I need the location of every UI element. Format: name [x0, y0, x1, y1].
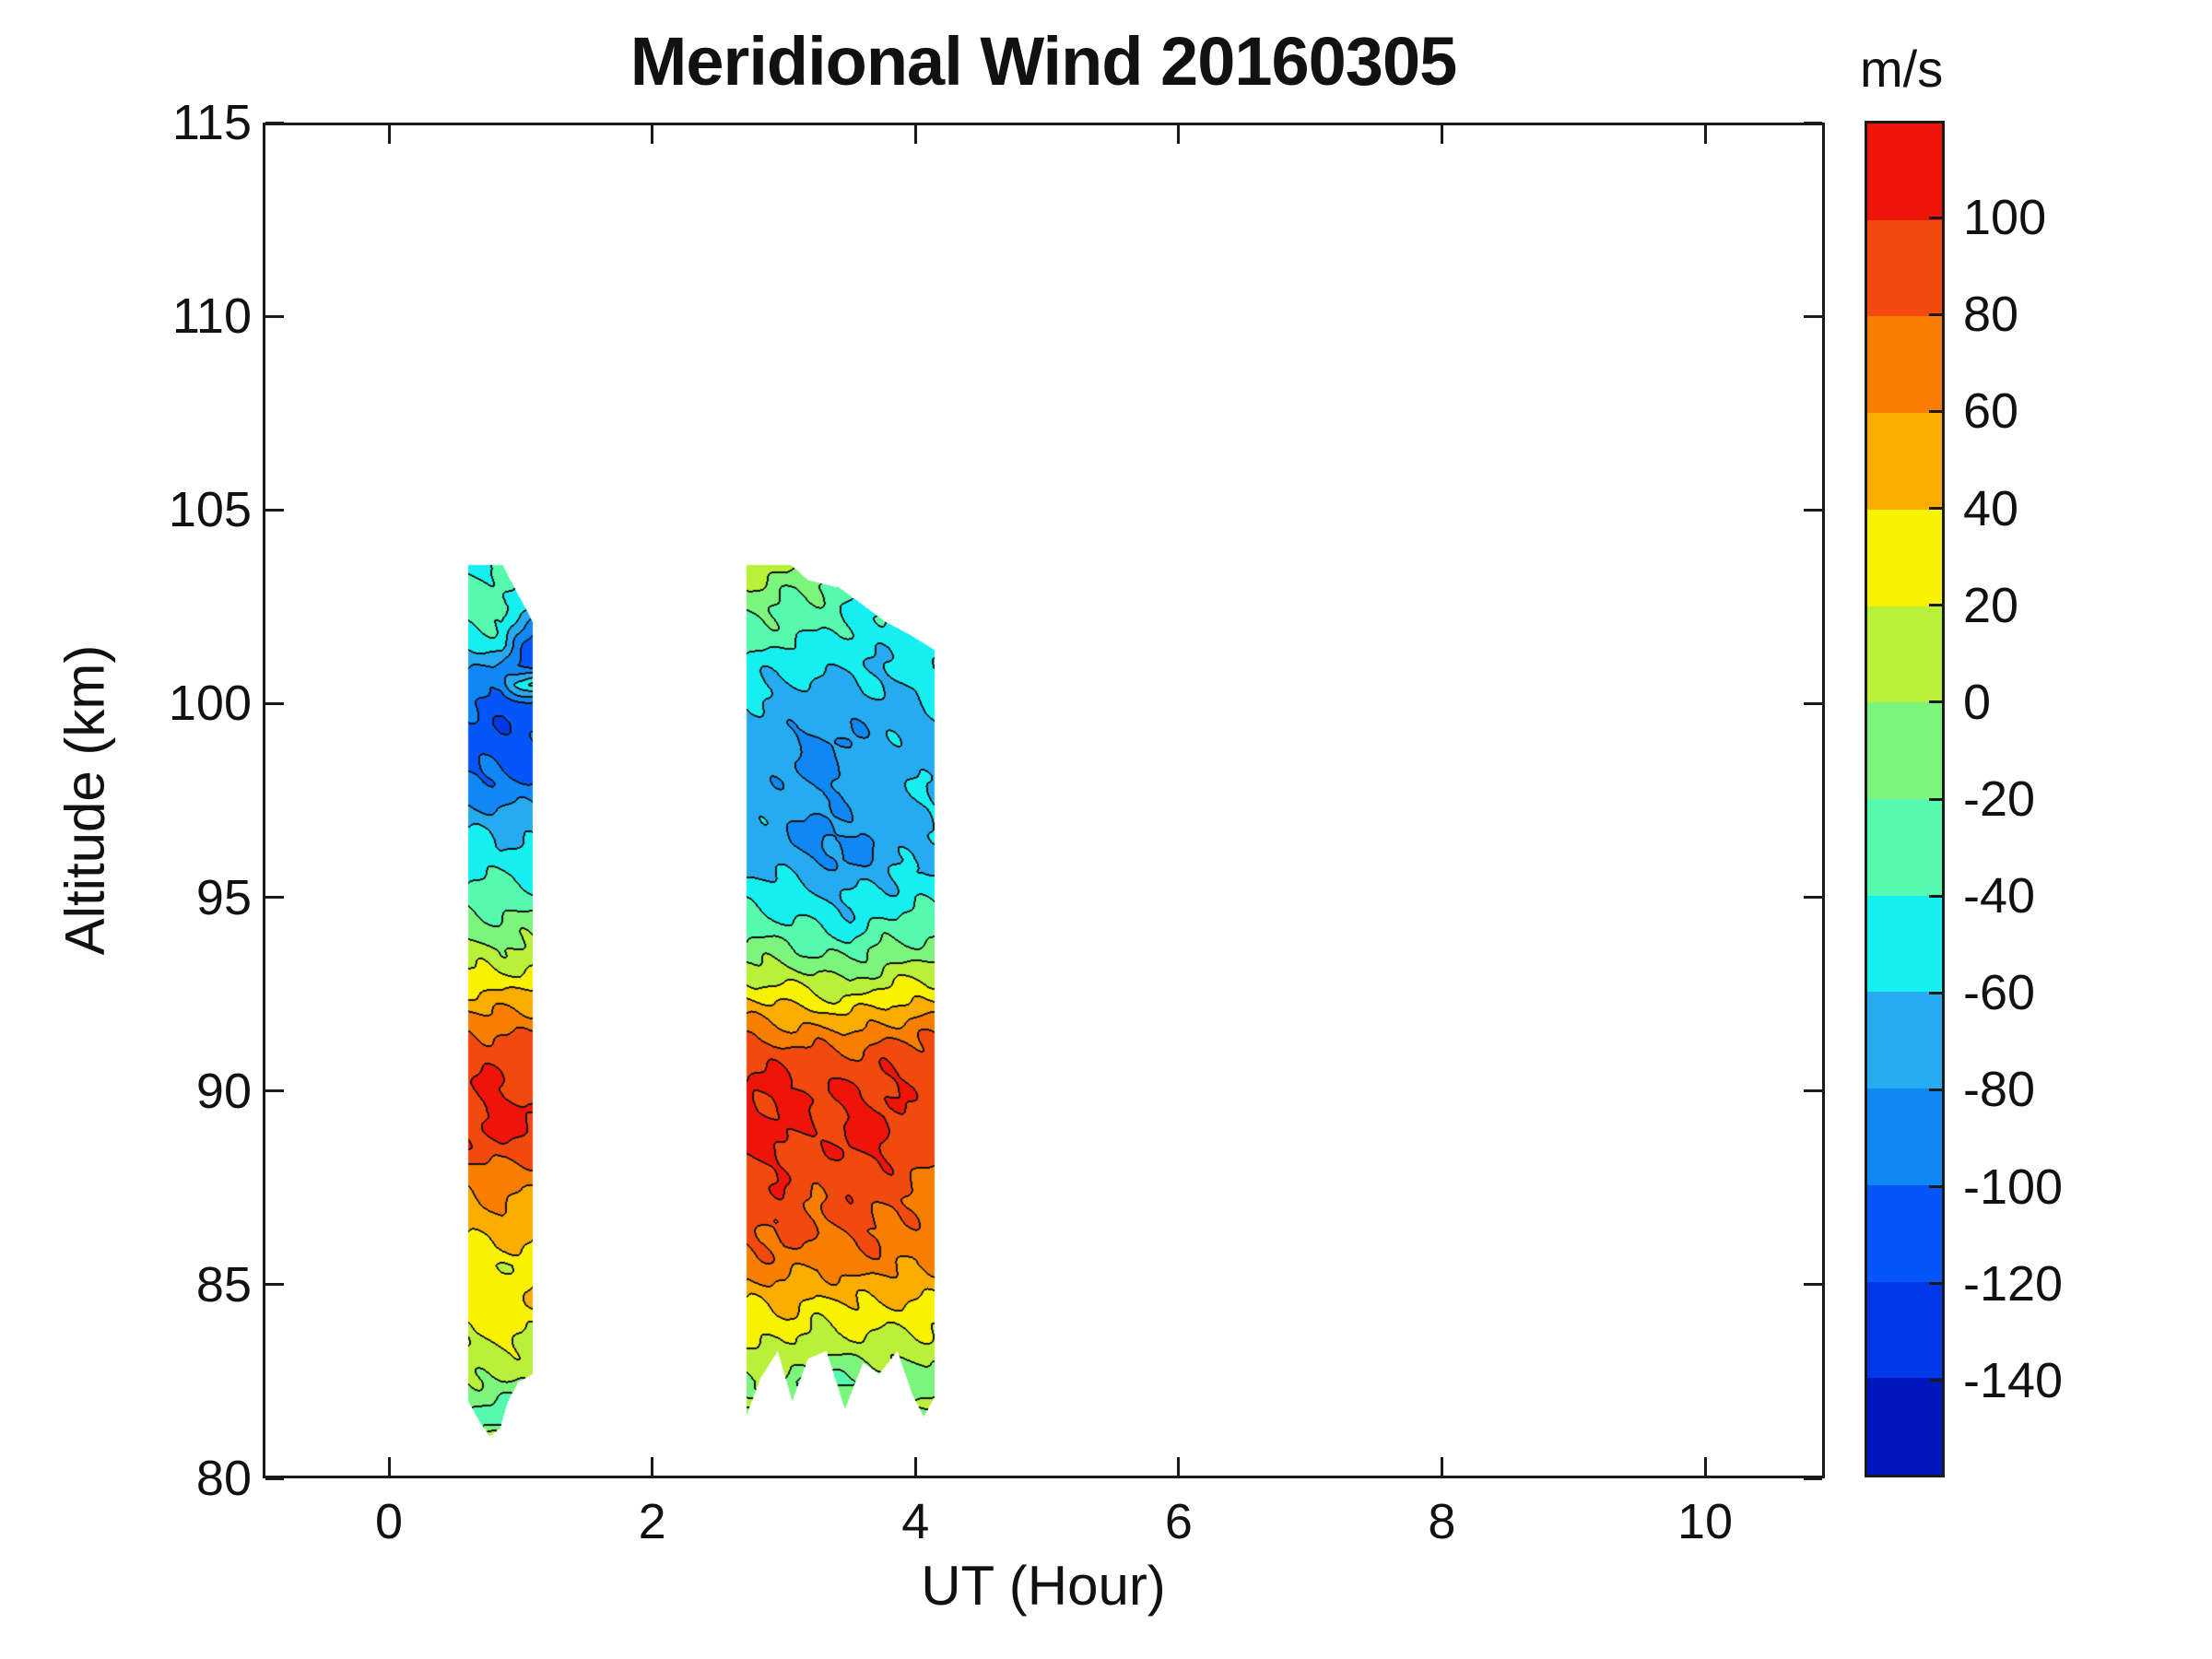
colorbar-segment	[1867, 1281, 1942, 1379]
y-tick-mark-right	[1804, 1477, 1822, 1480]
x-tick-label: 2	[638, 1494, 666, 1549]
colorbar-segment	[1867, 992, 1942, 1089]
colorbar-segment	[1867, 219, 1942, 317]
x-tick-mark-top	[1440, 125, 1443, 144]
colorbar-tick-label: 80	[1963, 287, 2019, 343]
colorbar-tick-mark	[1929, 700, 1942, 704]
x-axis-label: UT (Hour)	[921, 1555, 1166, 1617]
y-tick-mark	[265, 1089, 284, 1093]
chart-title: Meridional Wind 20160305	[629, 23, 1458, 100]
colorbar-segment	[1867, 413, 1942, 510]
x-tick-mark	[651, 1457, 654, 1476]
y-tick-mark-right	[1804, 1283, 1822, 1287]
y-tick-mark-right	[1804, 1089, 1822, 1093]
y-tick-mark-right	[1804, 314, 1822, 318]
y-tick-mark	[265, 701, 284, 705]
x-tick-mark	[913, 1457, 917, 1476]
colorbar-tick-label: -80	[1963, 1062, 2036, 1118]
colorbar-segment	[1867, 1088, 1942, 1185]
colorbar-segment	[1867, 509, 1942, 606]
colorbar-tick-mark	[1929, 507, 1942, 511]
colorbar-tick-mark	[1929, 991, 1942, 994]
y-tick-label: 115	[171, 95, 252, 150]
y-tick-mark	[265, 508, 284, 512]
x-tick-mark-top	[1177, 125, 1181, 144]
colorbar-unit-label: m/s	[1860, 40, 1944, 98]
colorbar-tick-mark	[1929, 312, 1942, 316]
colorbar-segment	[1867, 702, 1942, 800]
x-tick-label: 8	[1428, 1494, 1456, 1549]
colorbar-segment	[1867, 316, 1942, 414]
colorbar-tick-label: -40	[1963, 868, 2036, 924]
y-tick-label: 110	[171, 288, 252, 345]
colorbar-tick-label: 100	[1963, 190, 2047, 246]
colorbar-segment	[1867, 606, 1942, 703]
colorbar-tick-label: -100	[1963, 1159, 2064, 1215]
x-tick-mark-top	[913, 125, 917, 144]
colorbar-segment	[1867, 1378, 1942, 1476]
colorbar-tick-label: 40	[1963, 480, 2019, 536]
colorbar-tick-label: 60	[1963, 383, 2019, 440]
colorbar-segment	[1867, 124, 1942, 220]
contour-plot-canvas	[263, 123, 1825, 1478]
y-tick-label: 90	[195, 1063, 252, 1119]
y-tick-mark	[265, 121, 284, 124]
y-tick-mark	[265, 896, 284, 900]
x-tick-label: 10	[1677, 1494, 1734, 1549]
y-tick-mark	[265, 314, 284, 318]
y-tick-mark	[265, 1477, 284, 1480]
x-tick-mark	[387, 1457, 391, 1476]
y-tick-label: 100	[168, 676, 252, 732]
x-tick-label: 6	[1164, 1494, 1193, 1549]
colorbar-tick-mark	[1929, 409, 1942, 413]
x-tick-mark-top	[651, 125, 654, 144]
colorbar-tick-mark	[1929, 1185, 1942, 1189]
plot-axes-box	[263, 123, 1825, 1478]
colorbar-tick-label: 0	[1963, 674, 1992, 730]
colorbar-tick-label: -60	[1963, 965, 2036, 1021]
x-tick-label: 4	[901, 1494, 930, 1549]
x-tick-mark-top	[1703, 125, 1707, 144]
colorbar-tick-mark	[1929, 1088, 1942, 1091]
y-tick-mark-right	[1804, 121, 1822, 124]
y-tick-mark-right	[1804, 896, 1822, 900]
colorbar-tick-label: -20	[1963, 771, 2036, 827]
colorbar	[1865, 121, 1945, 1477]
x-tick-mark-top	[387, 125, 391, 144]
y-tick-label: 80	[195, 1451, 252, 1506]
y-tick-mark-right	[1804, 508, 1822, 512]
x-tick-mark	[1440, 1457, 1443, 1476]
x-tick-mark	[1703, 1457, 1707, 1476]
colorbar-tick-mark	[1929, 797, 1942, 801]
colorbar-tick-mark	[1929, 1282, 1942, 1286]
colorbar-tick-label: -140	[1963, 1352, 2064, 1408]
colorbar-tick-mark	[1929, 894, 1942, 898]
y-tick-mark	[265, 1283, 284, 1287]
y-tick-mark-right	[1804, 701, 1822, 705]
y-tick-label: 105	[168, 482, 252, 538]
colorbar-segment	[1867, 1184, 1942, 1282]
colorbar-tick-mark	[1929, 604, 1942, 607]
x-tick-label: 0	[375, 1494, 404, 1549]
colorbar-segment	[1867, 895, 1942, 993]
colorbar-tick-label: 20	[1963, 577, 2019, 633]
colorbar-segment	[1867, 799, 1942, 896]
x-tick-mark	[1177, 1457, 1181, 1476]
colorbar-tick-mark	[1929, 1379, 1942, 1382]
y-tick-label: 95	[195, 869, 252, 925]
colorbar-tick-label: -120	[1963, 1255, 2064, 1312]
colorbar-tick-mark	[1929, 216, 1942, 219]
y-tick-label: 85	[195, 1256, 252, 1312]
